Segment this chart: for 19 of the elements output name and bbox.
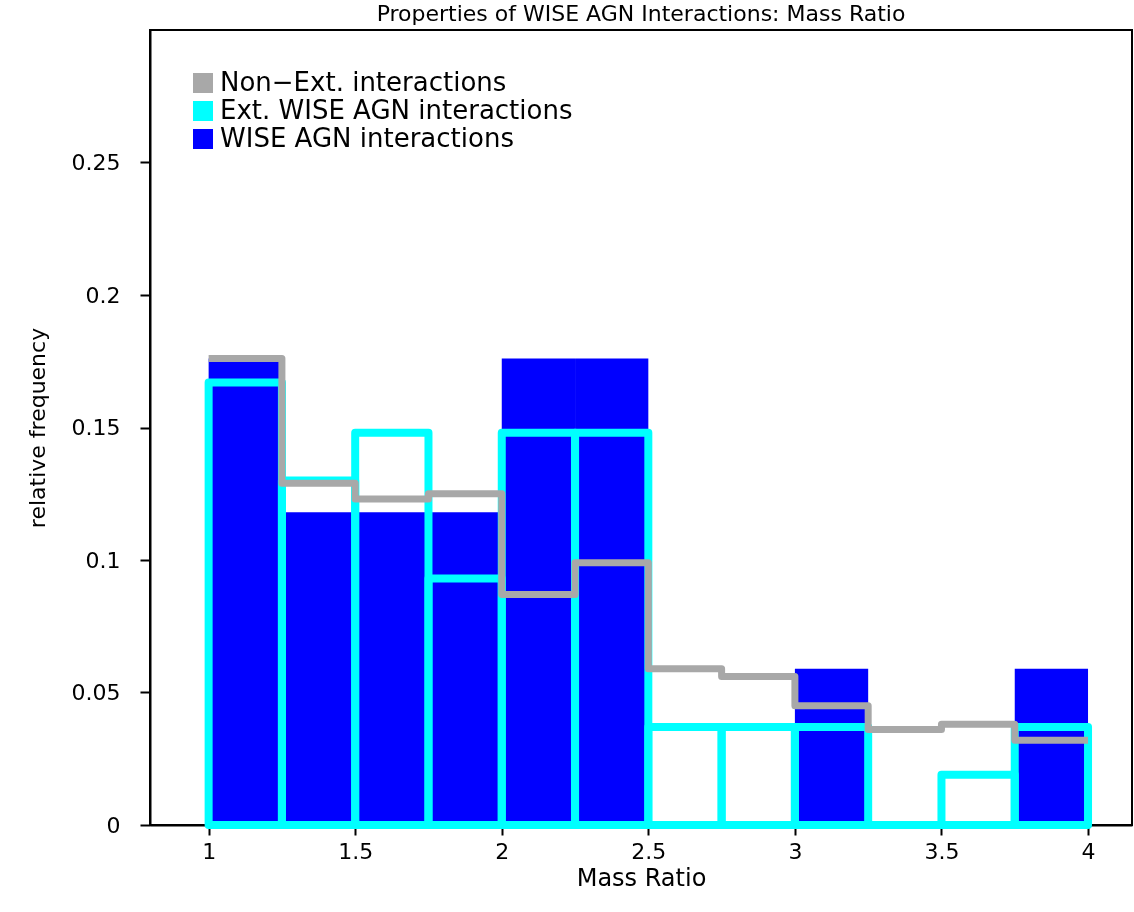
x-tick-label: 4 <box>1081 838 1096 864</box>
x-axis-title: Mass Ratio <box>576 863 707 892</box>
legend-label: Ext. WISE AGN interactions <box>220 95 573 125</box>
x-tick-label: 1 <box>202 838 217 864</box>
y-tick-label: 0.15 <box>71 415 121 440</box>
legend-label: WISE AGN interactions <box>220 123 514 153</box>
y-tick-label: 0 <box>106 812 121 838</box>
y-tick-label: 0.1 <box>85 547 121 573</box>
y-tick-label: 0.25 <box>71 150 121 175</box>
x-tick-label: 2.5 <box>631 838 667 864</box>
x-tick-label: 3.5 <box>924 838 960 864</box>
chart-title: Properties of WISE AGN Interactions: Mass Ratio <box>376 1 906 26</box>
y-tick-label: 0.05 <box>71 680 121 705</box>
x-tick-label: 3 <box>788 838 803 864</box>
y-tick-label: 0.2 <box>85 282 121 308</box>
legend-label: Non−Ext. interactions <box>220 67 507 97</box>
y-axis-title: relative frequency <box>24 327 50 529</box>
x-tick-label: 1.5 <box>338 838 374 864</box>
x-tick-label: 2 <box>495 838 510 864</box>
